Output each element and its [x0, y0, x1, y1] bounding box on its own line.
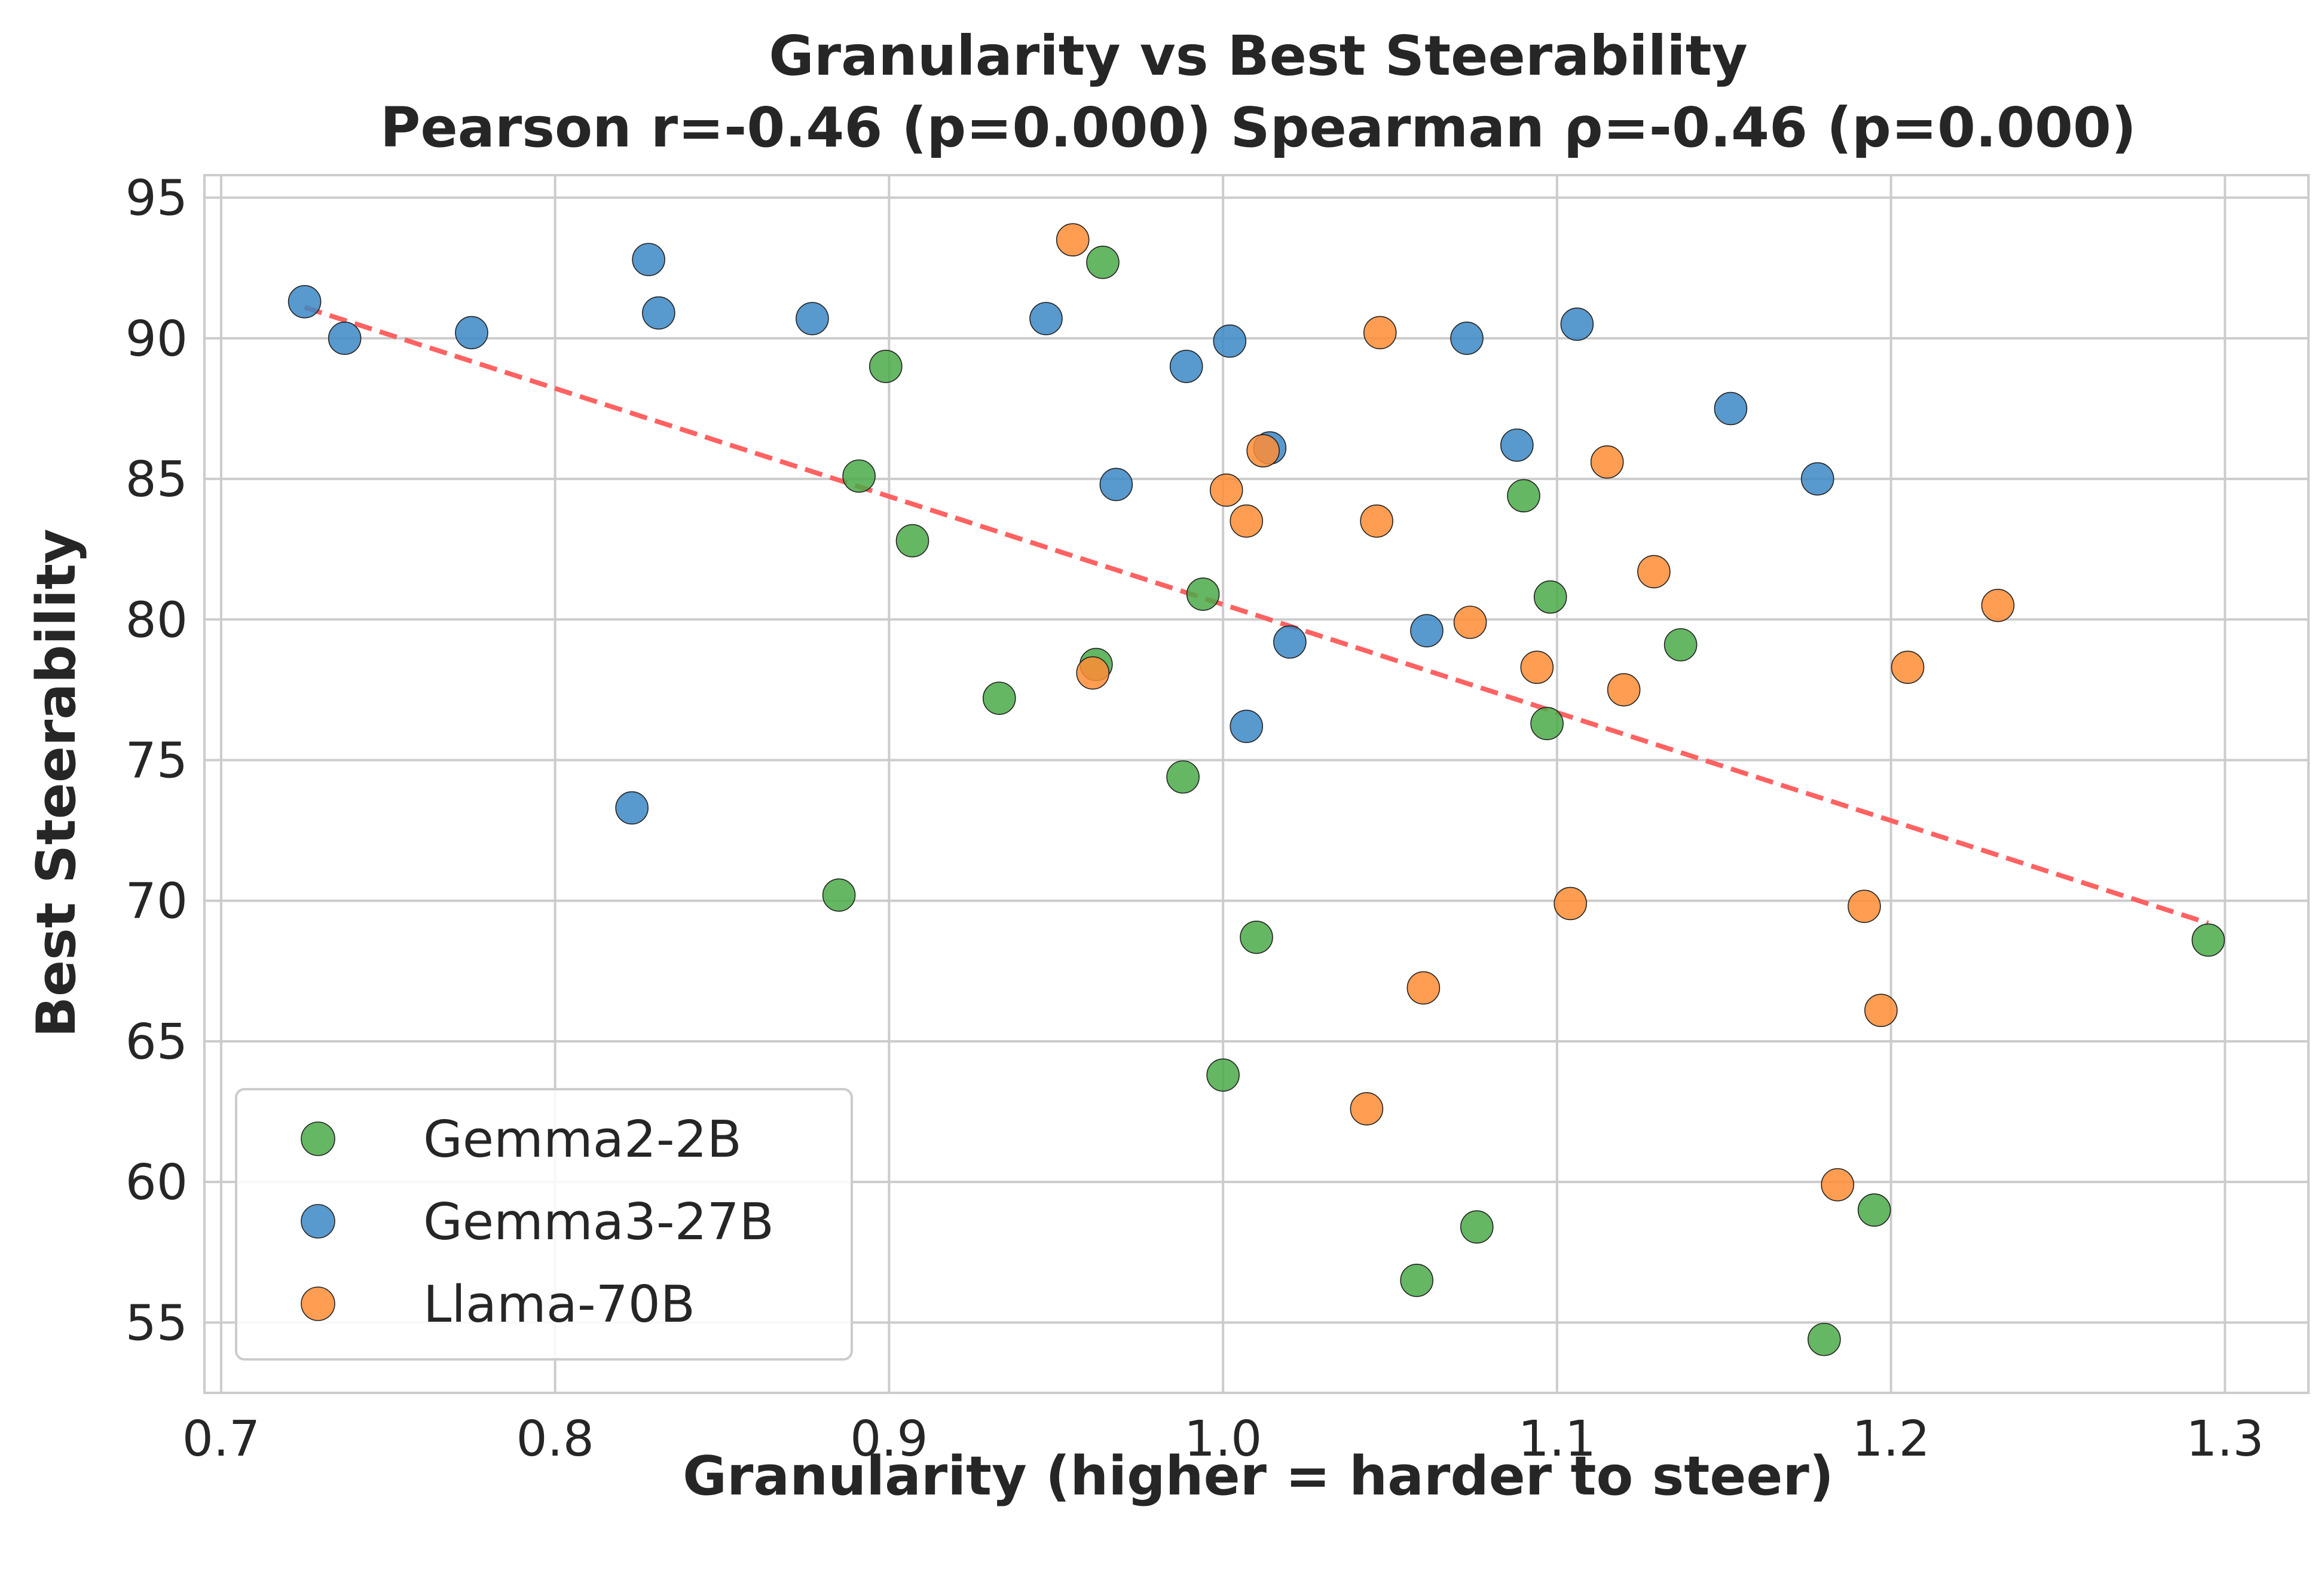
data-point — [982, 681, 1016, 715]
data-point — [328, 322, 362, 355]
data-point — [1350, 1092, 1384, 1126]
x-tick-label: 1.1 — [1518, 1411, 1596, 1468]
data-point — [1240, 921, 1273, 954]
y-tick-label: 70 — [126, 873, 188, 930]
data-point — [822, 878, 856, 912]
y-tick-label: 80 — [126, 592, 188, 649]
y-tick-label: 60 — [126, 1154, 188, 1211]
data-point — [1029, 302, 1063, 335]
chart-title: Granularity vs Best Steerability — [769, 24, 1747, 88]
data-point — [1099, 467, 1133, 502]
data-point — [1637, 555, 1671, 589]
data-point — [1363, 316, 1397, 350]
y-tick-label: 75 — [126, 733, 188, 790]
x-tick-label: 0.9 — [850, 1411, 928, 1468]
legend-label: Gemma3-27B — [423, 1193, 774, 1252]
data-point — [1857, 1193, 1891, 1227]
legend-label: Llama-70B — [423, 1275, 695, 1334]
data-point — [1209, 473, 1243, 507]
data-point — [1821, 1168, 1854, 1202]
data-point — [615, 791, 649, 825]
data-point — [1554, 887, 1588, 921]
data-point — [1507, 479, 1540, 513]
data-point — [1086, 246, 1120, 279]
tick-labels: 0.7 0.8 0.9 1.0 1.1 1.2 1.3 55 60 65 70 75 80 85 90 95 — [126, 170, 2264, 1468]
data-point — [1864, 994, 1898, 1028]
chart-subtitle: Pearson r=-0.46 (p=0.000) Spearman ρ=-0.… — [380, 96, 2136, 160]
data-point — [1206, 1058, 1240, 1092]
y-tick-label: 90 — [126, 311, 188, 368]
data-point — [1530, 707, 1564, 741]
x-tick-label: 0.7 — [182, 1411, 260, 1468]
x-tick-label: 1.2 — [1852, 1411, 1929, 1468]
data-point — [1607, 673, 1641, 707]
data-point — [1056, 223, 1090, 257]
data-point — [1406, 971, 1441, 1005]
data-point — [1410, 614, 1444, 647]
series-llama-70b — [1056, 223, 2015, 1202]
data-point — [1076, 656, 1110, 690]
y-tick-label: 95 — [126, 170, 188, 227]
data-point — [1360, 504, 1393, 538]
legend-label: Gemma2-2B — [423, 1110, 742, 1169]
data-point — [1273, 625, 1307, 659]
data-point — [1450, 322, 1484, 355]
y-tick-label: 55 — [126, 1295, 188, 1352]
y-tick-label: 85 — [126, 451, 188, 508]
data-point — [895, 524, 929, 558]
data-point — [1981, 588, 2015, 622]
data-point — [455, 316, 488, 350]
legend-marker — [301, 1204, 335, 1239]
data-point — [1590, 445, 1624, 479]
trend-layer — [304, 305, 2209, 926]
series-gemma3-27b — [288, 243, 1834, 825]
legend-box — [235, 1088, 853, 1361]
data-point — [842, 459, 876, 493]
data-point — [2191, 923, 2225, 957]
data-point — [1246, 434, 1280, 467]
data-point — [1230, 504, 1264, 538]
data-point — [1560, 307, 1594, 341]
trend-line — [304, 305, 2209, 926]
legend-marker — [301, 1286, 335, 1321]
data-point — [288, 285, 322, 319]
data-point — [1533, 580, 1567, 614]
data-point — [1186, 577, 1220, 611]
data-point — [1166, 760, 1200, 794]
y-tick-label: 65 — [126, 1014, 188, 1071]
data-point — [1520, 650, 1554, 684]
data-point — [1808, 1322, 1841, 1356]
data-point — [1891, 650, 1925, 684]
data-point — [1230, 710, 1264, 743]
data-point — [869, 350, 903, 383]
legend: Gemma2-2B Gemma3-27B Llama-70B — [235, 1088, 853, 1361]
plot-frame — [203, 174, 2310, 1394]
data-point — [1664, 628, 1698, 662]
data-point — [1500, 428, 1534, 462]
x-tick-label: 1.3 — [2186, 1411, 2264, 1468]
data-point — [1460, 1210, 1494, 1244]
data-point — [1848, 890, 1881, 923]
data-point — [632, 243, 665, 276]
x-tick-label: 1.0 — [1184, 1411, 1262, 1468]
points-layer — [288, 223, 2225, 1356]
data-point — [1213, 324, 1247, 358]
data-point — [1714, 392, 1748, 426]
data-point — [642, 296, 675, 330]
data-point — [796, 302, 829, 335]
x-tick-label: 0.8 — [516, 1411, 594, 1468]
data-point — [1800, 462, 1834, 496]
data-point — [1400, 1264, 1433, 1297]
x-axis-label: Granularity (higher = harder to steer) — [683, 1445, 1834, 1508]
data-point — [1453, 606, 1487, 639]
data-point — [1169, 350, 1203, 383]
y-axis-label: Best Steerability — [25, 528, 88, 1037]
legend-marker — [301, 1121, 335, 1156]
